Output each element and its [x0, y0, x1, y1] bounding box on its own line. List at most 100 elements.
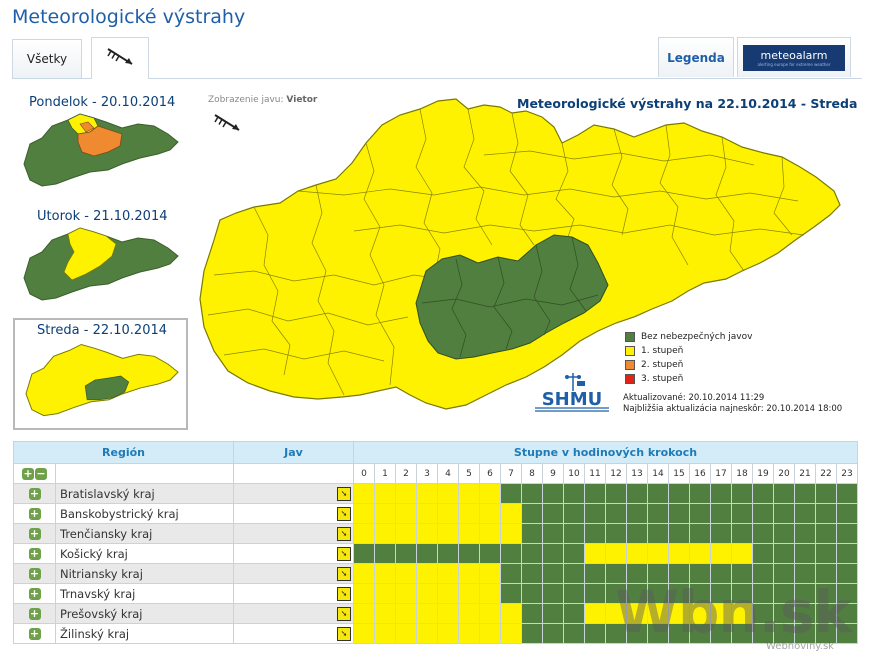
expand-cell: +	[13, 623, 56, 644]
no-warning-cell	[815, 523, 837, 544]
hour-header: 16	[689, 463, 711, 484]
no-warning-cell	[437, 543, 459, 564]
no-warning-cell	[815, 543, 837, 564]
no-warning-cell	[605, 523, 627, 544]
no-warning-cell	[521, 623, 543, 644]
legend-label: 2. stupeň	[641, 360, 684, 370]
hour-header: 3	[416, 463, 438, 484]
wind-warning-icon[interactable]: ➘	[337, 547, 351, 561]
wind-warning-icon[interactable]: ➘	[337, 587, 351, 601]
expand-cell: +	[13, 483, 56, 504]
mini-map-monday[interactable]	[20, 112, 182, 192]
hour-header: 19	[752, 463, 774, 484]
level1-cell	[500, 523, 522, 544]
table-row: + Trnavský kraj ➘	[13, 583, 858, 604]
level1-cell	[479, 483, 501, 504]
hour-header: 4	[437, 463, 459, 484]
collapse-all-button[interactable]: −	[35, 467, 47, 480]
tab-legend-label: Legenda	[667, 50, 725, 65]
tab-all-label: Všetky	[26, 52, 68, 66]
hour-header: 14	[647, 463, 669, 484]
no-warning-cell	[752, 623, 774, 644]
tab-meteoalarm[interactable]: meteoalarm alerting europe for extreme w…	[737, 37, 851, 77]
level1-cell	[416, 603, 438, 624]
no-warning-cell	[584, 583, 606, 604]
level1-cell	[647, 543, 669, 564]
hour-header: 22	[815, 463, 837, 484]
no-warning-cell	[521, 583, 543, 604]
shmu-logo: SHMU	[535, 373, 609, 412]
level1-cell	[668, 543, 690, 564]
wind-warning-icon[interactable]: ➘	[337, 487, 351, 501]
level1-cell	[731, 543, 753, 564]
expand-row-button[interactable]: +	[28, 527, 41, 540]
no-warning-cell	[815, 603, 837, 624]
legend-item: 2. stupeň	[625, 358, 752, 372]
expand-row-button[interactable]: +	[28, 547, 41, 560]
level1-cell	[731, 603, 753, 624]
main-map-title: Meteorologické výstrahy na 22.10.2014 - …	[517, 96, 858, 111]
level1-cell	[353, 623, 375, 644]
no-warning-cell	[605, 483, 627, 504]
no-warning-cell	[563, 503, 585, 524]
no-warning-cell	[794, 563, 816, 584]
tab-wind[interactable]	[91, 37, 149, 79]
table-row: + Banskobystrický kraj ➘	[13, 503, 858, 524]
level1-cell	[437, 603, 459, 624]
wind-warning-icon[interactable]: ➘	[337, 627, 351, 641]
expand-cell: +	[13, 563, 56, 584]
wind-warning-icon[interactable]: ➘	[337, 567, 351, 581]
no-warning-cell	[395, 543, 417, 564]
expand-all-button[interactable]: +	[22, 467, 34, 480]
no-warning-cell	[794, 523, 816, 544]
wind-warning-icon[interactable]: ➘	[337, 607, 351, 621]
legend-label: 1. stupeň	[641, 346, 684, 356]
expand-collapse-all: + −	[13, 463, 56, 484]
no-warning-cell	[689, 483, 711, 504]
mini-map-wednesday[interactable]	[22, 342, 182, 422]
wind-warning-icon[interactable]: ➘	[337, 507, 351, 521]
mini-map-frame-selected[interactable]	[13, 318, 188, 430]
expand-row-button[interactable]: +	[28, 567, 41, 580]
expand-row-button[interactable]: +	[28, 627, 41, 640]
phenomenon-cell: ➘	[233, 503, 354, 524]
level1-cell	[353, 583, 375, 604]
hour-header: 8	[521, 463, 543, 484]
tab-legend[interactable]: Legenda	[658, 37, 734, 77]
mini-map-tuesday[interactable]	[20, 226, 182, 306]
expand-cell: +	[13, 523, 56, 544]
phenomenon-cell: ➘	[233, 623, 354, 644]
table-header-row: Región Jav Stupne v hodinových krokoch	[13, 441, 858, 464]
main-map[interactable]	[194, 95, 844, 415]
level1-cell	[437, 563, 459, 584]
no-warning-cell	[458, 543, 480, 564]
level1-cell	[416, 483, 438, 504]
level1-cell	[416, 503, 438, 524]
no-warning-cell	[542, 623, 564, 644]
no-warning-cell	[563, 583, 585, 604]
hour-header: 13	[626, 463, 648, 484]
no-warning-cell	[731, 583, 753, 604]
expand-row-button[interactable]: +	[28, 587, 41, 600]
hour-header: 9	[542, 463, 564, 484]
level1-cell	[689, 603, 711, 624]
expand-row-button[interactable]: +	[28, 607, 41, 620]
table-row: + Žilinský kraj ➘	[13, 623, 858, 644]
expand-row-button[interactable]: +	[28, 487, 41, 500]
no-warning-cell	[815, 583, 837, 604]
expand-cell: +	[13, 583, 56, 604]
expand-row-button[interactable]: +	[28, 507, 41, 520]
watermark: Wbn.sk	[615, 578, 852, 646]
phenomenon-cell: ➘	[233, 563, 354, 584]
hour-header: 6	[479, 463, 501, 484]
no-warning-cell	[521, 603, 543, 624]
tab-all[interactable]: Všetky	[12, 39, 82, 78]
no-warning-cell	[542, 603, 564, 624]
phenomenon-cell: ➘	[233, 483, 354, 504]
no-warning-cell	[500, 483, 522, 504]
no-warning-cell	[416, 543, 438, 564]
level1-cell	[374, 563, 396, 584]
wind-warning-icon[interactable]: ➘	[337, 527, 351, 541]
empty-header-cell	[55, 463, 234, 484]
no-warning-cell	[521, 503, 543, 524]
